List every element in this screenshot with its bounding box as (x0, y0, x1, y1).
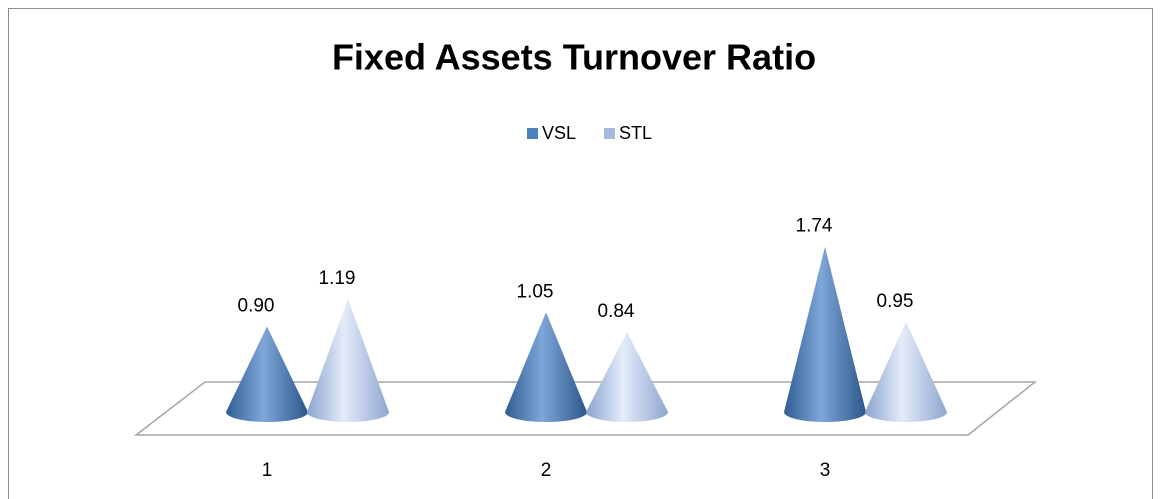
chart-title: Fixed Assets Turnover Ratio (332, 37, 816, 78)
legend-label: STL (619, 123, 652, 143)
legend-swatch (527, 128, 538, 139)
x-tick-label: 2 (541, 460, 552, 481)
cone (865, 321, 947, 422)
value-label: 0.90 (238, 296, 275, 317)
value-label: 0.84 (598, 301, 635, 322)
value-label: 0.95 (877, 291, 914, 312)
cone (226, 326, 308, 422)
cone (586, 332, 668, 422)
value-label: 1.05 (517, 281, 554, 302)
x-tick-label: 1 (262, 460, 273, 481)
legend-label: VSL (542, 123, 576, 143)
legend-swatch (604, 128, 615, 139)
cone (784, 246, 866, 422)
x-tick-label: 3 (820, 460, 831, 481)
cone (307, 298, 389, 422)
value-label: 1.74 (796, 216, 833, 237)
value-label: 1.19 (319, 268, 356, 289)
cone (505, 312, 587, 422)
